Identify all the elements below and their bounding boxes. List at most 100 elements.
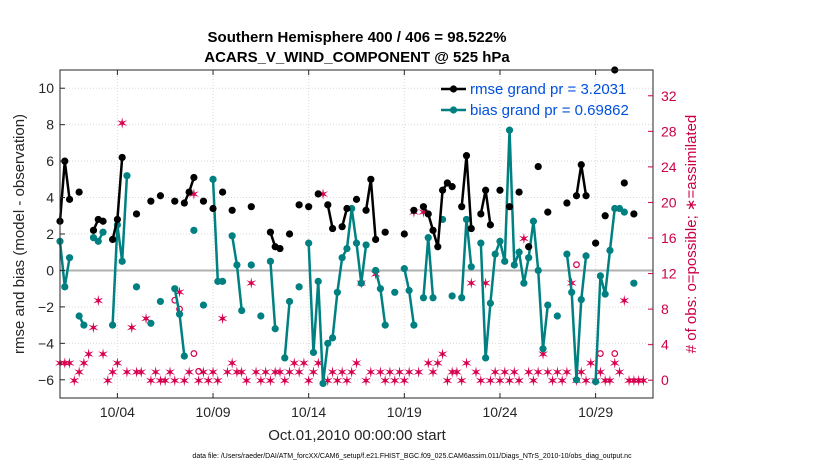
bias-point bbox=[285, 297, 294, 306]
bias-point bbox=[620, 208, 628, 216]
obs-assimilated-marker: ✶ bbox=[518, 230, 531, 248]
obs-assimilated-marker: ✶ bbox=[202, 372, 215, 390]
obs-assimilated-marker: ✶ bbox=[130, 363, 143, 381]
obs-assimilated-marker: ✶ bbox=[78, 354, 91, 372]
rmse-point bbox=[482, 186, 490, 194]
y-left-tick-label: −2 bbox=[38, 299, 54, 315]
bias-point bbox=[209, 175, 217, 183]
rmse-point bbox=[113, 215, 121, 224]
rmse-point bbox=[572, 192, 581, 200]
obs-assimilated-marker: ✶ bbox=[111, 354, 124, 372]
obs-assimilated-marker: ✶ bbox=[58, 354, 71, 372]
rmse-point bbox=[534, 162, 542, 171]
x-tick-label: 10/14 bbox=[291, 404, 326, 420]
rmse-point bbox=[75, 188, 83, 196]
rmse-line bbox=[326, 204, 334, 229]
obs-assimilated-marker: ✶ bbox=[274, 363, 287, 381]
bias-point bbox=[462, 215, 471, 224]
obs-assimilated-marker: ✶ bbox=[393, 363, 406, 381]
obs-assimilated-marker: ✶ bbox=[618, 292, 631, 310]
bias-point bbox=[171, 285, 179, 293]
y-left-tick-label: 10 bbox=[38, 80, 54, 96]
obs-assimilated-marker: ✶ bbox=[149, 363, 162, 381]
obs-assimilated-marker: ✶ bbox=[398, 372, 411, 390]
bias-point bbox=[147, 319, 155, 327]
bias-point bbox=[362, 241, 370, 249]
rmse-point bbox=[496, 186, 504, 194]
rmse-point bbox=[367, 175, 375, 183]
bias-point bbox=[534, 266, 542, 275]
obs-assimilated-marker: ✶ bbox=[503, 372, 516, 390]
rmse-point bbox=[592, 239, 600, 247]
x-tick-label: 10/29 bbox=[578, 404, 613, 420]
x-tick-label: 10/24 bbox=[482, 404, 517, 420]
bias-point bbox=[505, 126, 514, 134]
legend-bias-marker bbox=[449, 106, 458, 114]
rmse-point bbox=[209, 204, 217, 213]
y-right-tick-label: 32 bbox=[661, 88, 677, 104]
obs-assimilated-marker: ✶ bbox=[68, 372, 81, 390]
y-left-tick-label: 4 bbox=[46, 190, 54, 206]
y-left-tick-label: −6 bbox=[38, 372, 54, 388]
obs-assimilated-marker: ✶ bbox=[608, 354, 621, 372]
obs-assimilated-marker: ✶ bbox=[135, 363, 148, 381]
bias-point bbox=[553, 312, 561, 320]
obs-assimilated-marker: ✶ bbox=[379, 372, 392, 390]
rmse-point bbox=[381, 228, 389, 236]
obs-assimilated-marker: ✶ bbox=[317, 186, 330, 204]
bias-point bbox=[477, 239, 485, 247]
bias-point bbox=[568, 288, 576, 296]
x-axis-label: Oct.01,2010 00:00:00 start bbox=[268, 427, 446, 444]
bias-point bbox=[429, 294, 437, 302]
obs-assimilated-marker: ✶ bbox=[250, 363, 263, 381]
bias-point bbox=[338, 254, 346, 262]
bias-point bbox=[596, 272, 604, 280]
obs-assimilated-marker: ✶ bbox=[212, 372, 225, 390]
rmse-point bbox=[218, 188, 227, 196]
rmse-point bbox=[410, 206, 418, 214]
obs-assimilated-marker: ✶ bbox=[384, 363, 397, 381]
obs-assimilated-marker: ✶ bbox=[264, 372, 277, 390]
obs-assimilated-marker: ✶ bbox=[269, 363, 282, 381]
legend-rmse-marker bbox=[449, 85, 458, 93]
bias-point bbox=[328, 334, 337, 342]
rmse-point bbox=[477, 210, 485, 218]
obs-assimilated-marker: ✶ bbox=[92, 292, 105, 310]
bias-point bbox=[218, 277, 227, 285]
bias-line bbox=[283, 301, 291, 359]
bias-point bbox=[309, 348, 318, 357]
rmse-point bbox=[190, 173, 198, 182]
chart-title-line2: ACARS_V_WIND_COMPONENT @ 525 hPa bbox=[204, 49, 510, 66]
rmse-point bbox=[185, 188, 193, 196]
rmse-point bbox=[419, 203, 428, 211]
obs-assimilated-marker: ✶ bbox=[345, 363, 358, 381]
obs-assimilated-marker: ✶ bbox=[341, 372, 354, 390]
obs-assimilated-marker: ✶ bbox=[365, 363, 378, 381]
bias-point bbox=[501, 257, 509, 265]
obs-assimilated-marker: ✶ bbox=[441, 372, 454, 390]
bias-point bbox=[510, 261, 518, 269]
bias-point bbox=[61, 283, 69, 291]
obs-assimilated-marker: ✶ bbox=[125, 319, 138, 337]
obs-assimilated-marker: ✶ bbox=[245, 274, 258, 292]
bias-point bbox=[319, 379, 327, 388]
rmse-point bbox=[434, 243, 442, 251]
bias-point bbox=[190, 226, 198, 234]
obs-assimilated-marker: ✶ bbox=[207, 363, 220, 381]
obs-assimilated-marker: ✶ bbox=[121, 363, 134, 381]
bias-point bbox=[109, 321, 117, 329]
obs-assimilated-marker: ✶ bbox=[221, 363, 234, 381]
bias-point bbox=[352, 239, 361, 247]
bias-point bbox=[381, 321, 389, 329]
y-right-tick-label: 20 bbox=[661, 194, 677, 210]
rmse-point bbox=[132, 210, 141, 218]
bias-point bbox=[65, 254, 74, 262]
obs-assimilated-marker: ✶ bbox=[585, 354, 598, 372]
obs-assimilated-marker: ✶ bbox=[436, 346, 449, 364]
rmse-point bbox=[544, 208, 552, 216]
bias-point bbox=[592, 378, 600, 386]
y-right-tick-label: 24 bbox=[661, 159, 677, 175]
obs-assimilated-marker: ✶ bbox=[388, 372, 401, 390]
rmse-point bbox=[199, 197, 208, 205]
bias-point bbox=[132, 283, 141, 291]
